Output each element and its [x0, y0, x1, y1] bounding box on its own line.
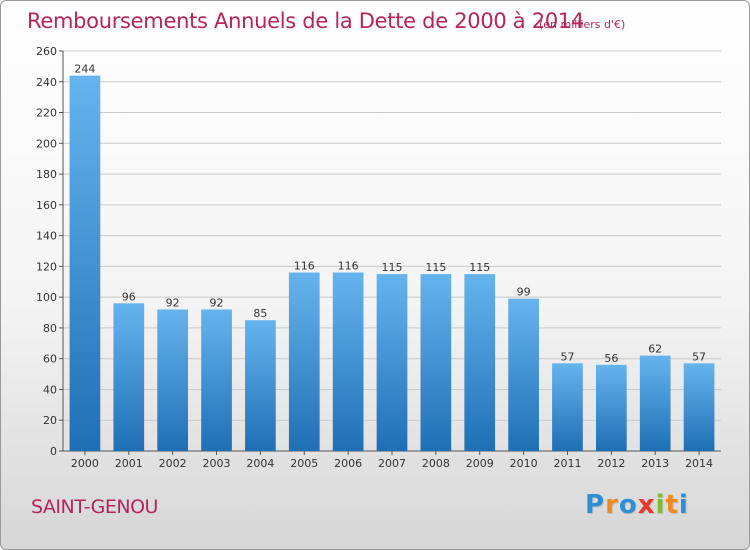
y-tick-label: 260 — [36, 45, 57, 58]
y-tick-label: 220 — [36, 107, 57, 120]
bar-2008[interactable] — [420, 274, 452, 451]
y-tick-label: 40 — [43, 383, 57, 396]
bar-2007[interactable] — [376, 274, 408, 451]
x-tick-label: 2013 — [641, 457, 669, 470]
bar-2011[interactable] — [552, 363, 583, 451]
x-tick-label: 2014 — [685, 457, 713, 470]
x-tick-label: 2004 — [246, 457, 274, 470]
data-label: 62 — [648, 343, 662, 356]
x-tick-label: 2006 — [334, 457, 362, 470]
y-tick-label: 120 — [36, 260, 57, 273]
bar-2006[interactable] — [332, 272, 364, 451]
bar-2013[interactable] — [639, 355, 671, 451]
y-tick-label: 160 — [36, 199, 57, 212]
data-label: 115 — [469, 261, 490, 274]
x-tick-label: 2000 — [71, 457, 99, 470]
bar-2002[interactable] — [157, 309, 189, 451]
y-tick-label: 200 — [36, 137, 57, 150]
logo-letter: x — [637, 490, 656, 520]
bar-2003[interactable] — [201, 309, 232, 451]
bar-2004[interactable] — [245, 320, 276, 451]
x-tick-label: 2001 — [115, 457, 143, 470]
y-tick-label: 180 — [36, 168, 57, 181]
data-label: 57 — [560, 350, 574, 363]
data-label: 99 — [517, 286, 531, 299]
bar-2000[interactable] — [69, 75, 101, 451]
bar-layer — [69, 75, 715, 451]
x-tick-label: 2007 — [378, 457, 406, 470]
commune-name: SAINT-GENOU — [31, 496, 158, 518]
data-label: 92 — [210, 296, 224, 309]
y-tick-label: 80 — [43, 322, 57, 335]
chart-subtitle: (en milliers d'€) — [539, 18, 626, 31]
y-tick-label: 240 — [36, 76, 57, 89]
chart-title: Remboursements Annuels de la Dette de 20… — [27, 9, 584, 33]
x-tick-label: 2003 — [203, 457, 231, 470]
data-label: 85 — [253, 307, 267, 320]
y-tick-label: 60 — [43, 353, 57, 366]
x-tick-label: 2002 — [159, 457, 187, 470]
bar-2005[interactable] — [288, 272, 320, 451]
logo-letter: i — [678, 490, 689, 520]
y-tick-label: 100 — [36, 291, 57, 304]
data-label: 116 — [338, 260, 359, 273]
y-tick-label: 0 — [50, 445, 57, 458]
logo-letter: t — [665, 490, 679, 520]
bar-2014[interactable] — [683, 363, 715, 451]
bar-2001[interactable] — [113, 303, 145, 451]
logo-letter: o — [618, 490, 638, 520]
data-label: 96 — [122, 290, 136, 303]
logo-letter: i — [655, 490, 666, 520]
x-tick-label: 2008 — [422, 457, 450, 470]
x-tick-label: 2012 — [597, 457, 625, 470]
data-label: 115 — [425, 261, 446, 274]
data-label: 56 — [604, 352, 618, 365]
x-tick-label: 2009 — [466, 457, 494, 470]
proxiti-logo[interactable]: Proxiti — [585, 490, 689, 520]
logo-letter: r — [605, 490, 619, 520]
y-tick-label: 20 — [43, 414, 57, 427]
x-tick-label: 2005 — [290, 457, 318, 470]
x-tick-label: 2010 — [510, 457, 538, 470]
label-layer: 244 96 92 92 85 116 116 115 115 115 99 57 56 62 57 — [74, 63, 706, 365]
data-label: 244 — [74, 63, 95, 76]
data-label: 115 — [382, 261, 403, 274]
bar-2009[interactable] — [464, 274, 496, 451]
x-tick-label: 2011 — [553, 457, 581, 470]
data-label: 57 — [692, 350, 706, 363]
logo-letter: P — [585, 490, 606, 520]
y-tick-label: 140 — [36, 230, 57, 243]
data-label: 116 — [294, 260, 315, 273]
bar-2012[interactable] — [595, 364, 627, 451]
bar-2010[interactable] — [508, 298, 539, 451]
data-label: 92 — [166, 296, 180, 309]
